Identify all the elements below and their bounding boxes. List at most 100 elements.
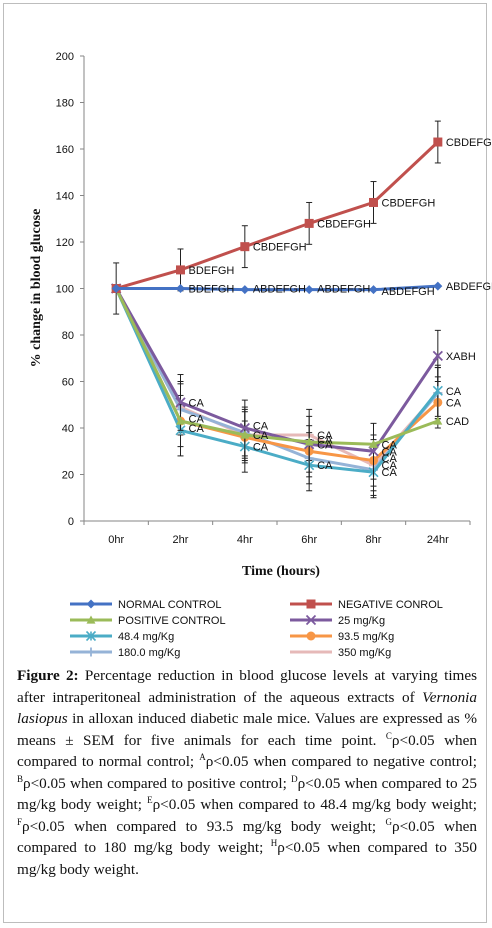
caption-label: Figure 2: [17, 667, 79, 684]
sig-text-b: ρ<0.05 when compared to positive control… [23, 774, 292, 792]
significance-label: CA [317, 430, 333, 442]
y-tick-label: 160 [56, 144, 74, 156]
y-tick-label: 120 [56, 237, 74, 249]
series-line [115, 140, 439, 290]
data-point [369, 285, 378, 295]
x-tick-label: 6hr [301, 534, 317, 546]
y-tick-label: 40 [62, 423, 74, 435]
data-point [433, 281, 443, 291]
significance-label: ABDEFGH [382, 286, 435, 298]
data-point [176, 416, 185, 425]
y-tick-label: 20 [62, 470, 74, 482]
significance-label: CA [382, 439, 398, 451]
significance-label: BDEFGH [189, 284, 235, 296]
significance-label: CBDEFGH [317, 218, 371, 230]
x-tick-label: 24hr [427, 534, 449, 546]
caption-species: Vernonia lasiopus [17, 688, 477, 728]
axes [80, 55, 471, 525]
legend-label: 180.0 mg/Kg [118, 647, 180, 659]
legend-label: NEGATIVE CONROL [338, 599, 443, 611]
significance-label: CA [446, 386, 462, 398]
legend-swatch-marker [86, 647, 96, 657]
significance-label: CBDEFGH [382, 197, 436, 209]
significance-label: ABDEFGH [446, 281, 492, 293]
data-point [240, 430, 250, 439]
legend-label: 25 mg/Kg [338, 615, 385, 627]
sig-text-c: ρ<0.05 when compared to normal control; [17, 731, 477, 771]
legend-item: 350 mg/Kg [290, 647, 391, 659]
legend-swatch-marker [306, 599, 316, 609]
data-point [176, 265, 185, 275]
significance-label: CA [446, 397, 462, 409]
significance-label: CA [253, 442, 269, 454]
significance-label: CA [382, 453, 398, 465]
data-point [240, 285, 250, 295]
significance-label: CA [253, 430, 269, 442]
legend-label: NORMAL CONTROL [118, 599, 222, 611]
legend-label: POSITIVE CONTROL [118, 615, 226, 627]
sig-superscript-f: F [17, 816, 23, 827]
x-tick-label: 2hr [173, 534, 189, 546]
line-chart: 0 20 40 60 80 100 120 140 160 180 200 0hr 2hr 4hr 6hr… [29, 51, 492, 659]
significance-label: CA [382, 467, 398, 479]
data-point [111, 284, 121, 293]
sig-text-a: ρ<0.05 when compared to negative control… [205, 753, 477, 770]
data-point [368, 446, 379, 457]
significance-annotations: BDEFGH CBDEFGH CBDEFGH CBDEFGH CBDEFGH BDEFGH… [189, 137, 492, 479]
data-point [304, 437, 314, 446]
y-tick-label: 140 [56, 191, 74, 203]
significance-label: ABDEFGH [253, 284, 306, 296]
significance-label: CA [317, 439, 333, 451]
x-tick-labels: 0hr 2hr 4hr 6hr 8hr 24hr [108, 534, 449, 546]
data-point [240, 242, 250, 252]
significance-label: CA [382, 460, 398, 472]
legend-label: 350 mg/Kg [338, 647, 391, 659]
y-tick-label: 180 [56, 98, 74, 110]
data-point [176, 284, 185, 293]
sig-text-e: ρ<0.05 when compared to 48.4 mg/kg body … [152, 796, 477, 813]
legend-item: 180.0 mg/Kg [70, 647, 180, 659]
y-tick-label: 80 [62, 330, 74, 342]
y-tick-label: 200 [56, 51, 74, 63]
significance-label: CA [189, 414, 205, 426]
sig-superscript-e: E [147, 794, 153, 805]
legend-item: NORMAL CONTROL [70, 599, 222, 611]
y-tick-label: 100 [56, 284, 74, 296]
data-point [433, 416, 443, 425]
significance-label: ABDEFGH [317, 284, 370, 296]
significance-label: CBDEFGH [446, 137, 492, 149]
significance-label: BDEFGH [189, 265, 235, 277]
significance-label: CA [317, 460, 333, 472]
sig-superscript-b: B [17, 773, 24, 784]
data-point [432, 350, 443, 362]
data-point [369, 197, 378, 207]
y-tick-label: 0 [68, 516, 74, 528]
legend-swatch-marker [86, 615, 96, 624]
legend: NORMAL CONTROL NEGATIVE CONROL POSITIVE CO… [70, 599, 443, 659]
sig-superscript-g: G [385, 816, 393, 827]
data-point [369, 439, 378, 448]
sig-text-f: ρ<0.05 when compared to 93.5 mg/kg body … [22, 817, 386, 835]
series-line [114, 287, 439, 446]
series-line [114, 287, 440, 474]
significance-label: CA [189, 423, 205, 435]
significance-label: CA [253, 421, 269, 433]
sig-superscript-d: D [291, 773, 298, 784]
caption-text-2: in alloxan induced diabetic male mice. V… [17, 710, 477, 749]
legend-swatch-marker [86, 599, 96, 609]
legend-swatch-marker [305, 614, 317, 626]
series-line [114, 287, 440, 453]
y-axis-title: % change in blood glucose [29, 209, 44, 368]
data-point [239, 422, 250, 434]
data-point [432, 385, 443, 396]
legend-label: 93.5 mg/Kg [338, 631, 394, 643]
legend-item: POSITIVE CONTROL [70, 615, 226, 627]
series-normal-control [111, 281, 443, 295]
data-point [304, 218, 314, 228]
sig-text-h: ρ<0.05 when compared to 350 mg/kg body w… [17, 839, 477, 878]
y-tick-label: 60 [62, 377, 74, 389]
sig-text-d: ρ<0.05 when compared to 25 mg/kg body we… [17, 774, 477, 814]
legend-item: 25 mg/Kg [290, 614, 385, 627]
series-line [116, 284, 438, 292]
series-lines [111, 120, 443, 499]
